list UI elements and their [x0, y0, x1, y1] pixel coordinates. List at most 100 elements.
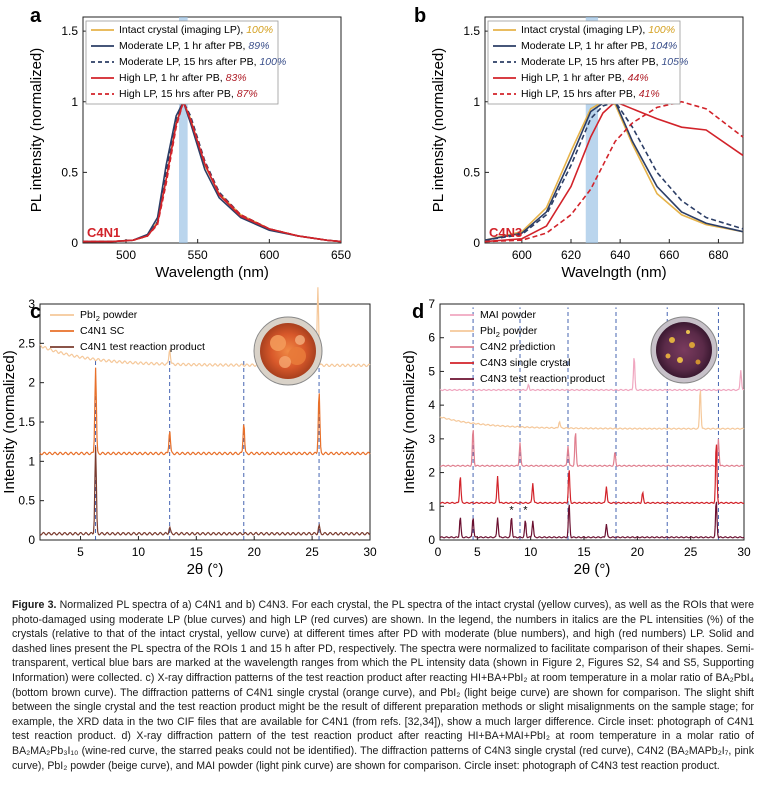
- legend-percent: 100%: [259, 56, 286, 68]
- x-tick-label: 660: [659, 248, 679, 262]
- series-line: [484, 100, 744, 243]
- plot-frame: [484, 16, 744, 244]
- legend-entry: MAI powder: [480, 309, 537, 321]
- y-tick-label: 1: [473, 95, 480, 109]
- panel-a: a 500 550 600 650 0 0.5 1 1.5 Wavelength (nm) PL i…: [28, 5, 351, 281]
- y-tick-label: 0: [28, 533, 35, 547]
- legend-text: MAI powder: [480, 309, 537, 321]
- y-tick-label: 1.5: [61, 24, 78, 38]
- unidentified-peak-star: *: [523, 505, 528, 517]
- y-tick-label: 1: [71, 95, 78, 109]
- series-line: [83, 99, 342, 243]
- x-tick-label: 0: [435, 545, 442, 559]
- legend-box: [85, 20, 279, 105]
- crystal-tag: C4N3: [489, 225, 522, 240]
- legend-entry: High LP, 1 hr after PB, 83%: [119, 72, 247, 84]
- legend-text: High LP, 15 hrs after PB,: [119, 88, 237, 100]
- y-tick-label: 0.5: [18, 494, 35, 508]
- legend-text: powder: [500, 325, 538, 337]
- y-tick-label: 6: [428, 331, 435, 345]
- caption-title: Figure 3.: [12, 599, 57, 611]
- legend-text: C4N3 single crystal: [480, 357, 570, 369]
- legend-subscript: 2: [496, 330, 500, 339]
- xrd-trace: [439, 358, 745, 392]
- plot-frame: [439, 303, 745, 541]
- panel-label: c: [30, 301, 41, 323]
- y-axis-title: Intensity (normalized): [401, 350, 418, 493]
- legend-text: High LP, 1 hr after PB,: [521, 72, 628, 84]
- series-line: [484, 100, 744, 241]
- y-tick-label: 3: [28, 297, 35, 311]
- y-tick-label: 1.5: [463, 24, 480, 38]
- legend-entry: PbI2 powder: [480, 325, 538, 339]
- legend-percent: 83%: [226, 72, 247, 84]
- x-tick-label: 5: [474, 545, 481, 559]
- x-tick-label: 650: [331, 248, 351, 262]
- x-tick-label: 500: [116, 248, 136, 262]
- y-tick-label: 3: [428, 432, 435, 446]
- x-tick-label: 15: [190, 545, 204, 559]
- legend-box: [487, 20, 681, 105]
- legend-entry: Moderate LP, 1 hr after PB, 104%: [521, 40, 677, 52]
- legend-entry: Moderate LP, 1 hr after PB, 89%: [119, 40, 269, 52]
- legend-subscript: 2: [96, 314, 100, 323]
- panel-label: b: [414, 5, 426, 27]
- legend-text: C4N3 test reaction product: [480, 373, 605, 385]
- x-axis-title: Wavelngth (nm): [561, 264, 666, 281]
- x-tick-label: 20: [248, 545, 262, 559]
- y-axis-title: PL intensity (normalized): [430, 48, 447, 213]
- series-line: [83, 99, 342, 243]
- series-line: [83, 99, 342, 243]
- panel-b: b 600 620 640 660 680 0 0.5 1 1.5 Wavelngth (nm) PL…: [414, 5, 744, 281]
- highlight-band: [179, 17, 188, 243]
- figure-caption: Figure 3. Normalized PL spectra of a) C4…: [12, 598, 754, 773]
- panel-label: d: [412, 301, 424, 323]
- legend-percent: 89%: [248, 40, 269, 52]
- y-tick-label: 0: [71, 236, 78, 250]
- legend-percent: 44%: [628, 72, 649, 84]
- legend-text: Moderate LP, 1 hr after PB,: [521, 40, 650, 52]
- y-axis-title: PL intensity (normalized): [28, 48, 45, 213]
- legend-text: Moderate LP, 15 hrs after PB,: [521, 56, 661, 68]
- y-tick-label: 0.5: [463, 165, 480, 179]
- x-tick-label: 15: [577, 545, 591, 559]
- x-tick-label: 5: [77, 545, 84, 559]
- legend-entry: Moderate LP, 15 hrs after PB, 105%: [521, 56, 688, 68]
- y-tick-label: 1.5: [18, 415, 35, 429]
- legend-entry: PbI2 powder: [80, 309, 138, 323]
- y-tick-label: 2: [428, 466, 435, 480]
- legend-text: High LP, 1 hr after PB,: [119, 72, 226, 84]
- y-tick-label: 1: [28, 454, 35, 468]
- xrd-trace: [439, 390, 745, 430]
- x-tick-label: 25: [684, 545, 698, 559]
- panel-c: c 5 10 15 20 25 30 0 0.5 1 1.5 2 2.5 3 2θ (°) Intensity…: [1, 287, 377, 578]
- legend-entry: C4N1 test reaction product: [80, 341, 205, 353]
- y-tick-label: 2.5: [18, 336, 35, 350]
- legend-entry: High LP, 1 hr after PB, 44%: [521, 72, 649, 84]
- unidentified-peak-star: *: [509, 505, 514, 517]
- x-axis-title: 2θ (°): [187, 561, 224, 578]
- legend-text: Intact crystal (imaging LP),: [521, 24, 648, 36]
- legend-entry: High LP, 15 hrs after PB, 41%: [521, 88, 660, 100]
- xrd-trace: [439, 430, 745, 467]
- legend-percent: 104%: [650, 40, 677, 52]
- legend-entry: C4N3 test reaction product: [480, 373, 605, 385]
- y-tick-label: 1: [428, 499, 435, 513]
- plot-frame: [82, 16, 342, 244]
- y-tick-label: 0.5: [61, 165, 78, 179]
- legend-entry: Intact crystal (imaging LP), 100%: [521, 24, 675, 36]
- legend-percent: 41%: [639, 88, 660, 100]
- inset-photo-c4n3: [650, 316, 718, 384]
- x-axis-title: Wavelength (nm): [155, 264, 269, 281]
- x-tick-label: 680: [708, 248, 728, 262]
- legend-text: PbI: [80, 309, 96, 321]
- series-line: [484, 100, 744, 241]
- series-line: [484, 100, 744, 241]
- legend-percent: 100%: [246, 24, 273, 36]
- x-tick-label: 30: [737, 545, 751, 559]
- x-tick-label: 10: [524, 545, 538, 559]
- y-tick-label: 7: [428, 297, 435, 311]
- y-axis-title: Intensity (normalized): [1, 350, 18, 493]
- xrd-trace: [39, 446, 371, 536]
